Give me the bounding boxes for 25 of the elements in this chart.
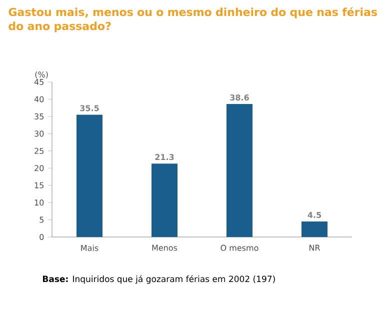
y-tick-label: 20 xyxy=(34,165,44,172)
text: Base: Inquiridos que já gozaram férias em 2002 (197) xyxy=(42,275,275,284)
y-tick-label: 10 xyxy=(34,200,44,206)
y-axis-title: (%) xyxy=(35,71,48,78)
y-tick-label: 30 xyxy=(34,130,44,137)
y-tick-label: 40 xyxy=(34,96,44,102)
data-label: 4.5 xyxy=(308,212,322,218)
x-tick-label: Mais xyxy=(81,244,98,251)
data-label: 35.5 xyxy=(80,105,99,112)
y-tick-label: 35 xyxy=(34,113,44,120)
data-label: 21.3 xyxy=(155,154,174,160)
bar xyxy=(152,164,178,237)
y-tick-label: 0 xyxy=(40,234,44,240)
bar xyxy=(302,222,328,237)
y-tick-label: 15 xyxy=(34,182,44,188)
y-tick-label: 45 xyxy=(34,79,44,85)
y-tick-label: 5 xyxy=(40,216,44,223)
x-tick-label: NR xyxy=(310,244,320,251)
y-tick-label: 25 xyxy=(34,148,44,154)
x-tick-label: Menos xyxy=(152,244,178,251)
chart-title: Gastou mais, menos ou o mesmo dinheiro do que nas férias do ano passado? xyxy=(8,7,377,32)
bar xyxy=(226,104,252,237)
bar xyxy=(76,114,102,237)
data-label: 38.6 xyxy=(230,94,249,101)
x-tick-label: O mesmo xyxy=(220,244,258,251)
